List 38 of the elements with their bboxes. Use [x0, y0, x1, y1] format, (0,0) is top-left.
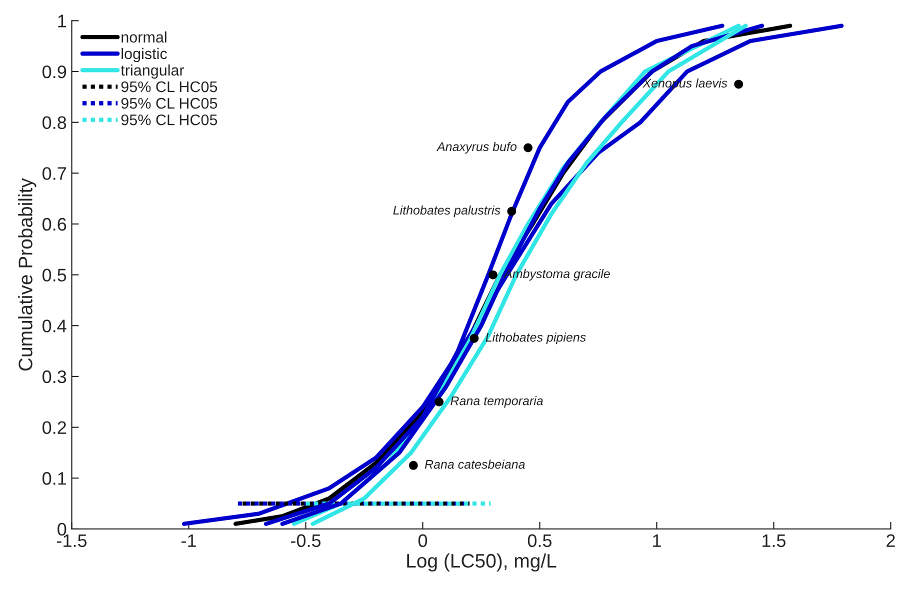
annotation: Rana catesbeiana: [424, 460, 525, 469]
point: [734, 80, 744, 89]
x-tick-label: 0: [418, 534, 428, 548]
annotation: Rana temporaria: [450, 396, 543, 408]
x-tick-label: -1.5: [57, 534, 87, 548]
x-tick-label: -0.5: [290, 534, 321, 548]
y-tick-label: 0: [58, 522, 66, 536]
point: [488, 270, 498, 280]
x-tick-label: 2: [886, 534, 895, 547]
y-tick-label: 0.2: [42, 421, 66, 434]
legend-label: normal: [122, 31, 166, 43]
y-tick-label: 1: [58, 14, 66, 28]
y-tick-label: 0.4: [42, 320, 66, 332]
y-tick-label: 0.6: [42, 218, 66, 231]
y-tick-label: 0.8: [42, 116, 66, 130]
x-tick-label: 0.5: [528, 534, 552, 548]
y-tick-label: 0.7: [42, 167, 66, 180]
y-axis-title: Cumulative Probability: [18, 178, 36, 371]
x-tick-label: 1: [653, 534, 661, 547]
point: [524, 143, 533, 152]
point: [434, 397, 444, 406]
y-tick-label: 0.3: [42, 370, 66, 384]
point: [408, 460, 418, 470]
x-tick-label: -1: [182, 534, 196, 547]
x-tick-label: 1.5: [762, 534, 786, 548]
point: [507, 206, 516, 216]
x-axis-title: Log (LC50), mg/L: [407, 553, 556, 572]
legend-label: 95% CL HC05: [121, 81, 218, 92]
legend-label: 95% CL HC05: [121, 114, 218, 126]
y-tick-label: 0.5: [42, 268, 66, 282]
legend-label: 95% CL HC05: [121, 98, 218, 109]
annotation: Anaxyrus bufo: [436, 142, 517, 154]
y-tick-label: 0.9: [42, 65, 66, 78]
point: [470, 334, 479, 343]
legend-label: triangular: [120, 64, 184, 79]
y-tick-label: 0.1: [42, 472, 66, 485]
legend-label: logistic: [122, 48, 167, 62]
annotation: Lithobates palustris: [393, 205, 500, 218]
